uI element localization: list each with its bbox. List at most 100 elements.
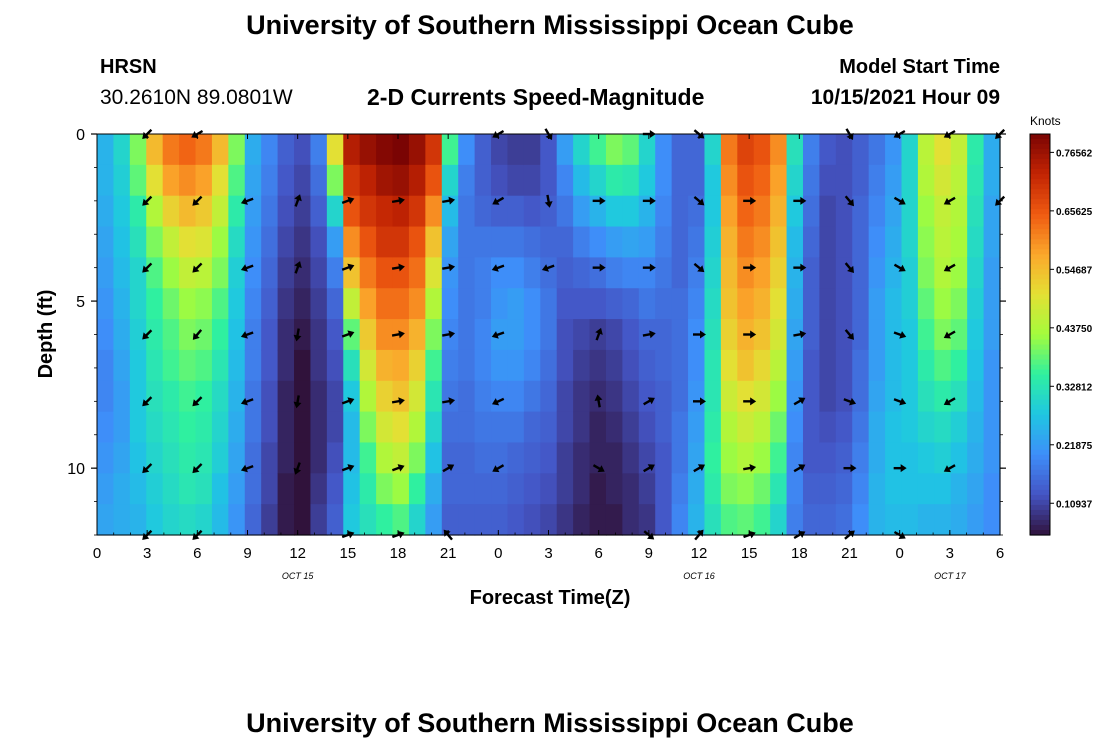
heatmap-cell	[688, 164, 706, 197]
heatmap-cell	[310, 473, 328, 505]
heatmap-cell	[573, 195, 591, 228]
x-tick-label: 6	[594, 545, 602, 562]
heatmap-cell	[950, 349, 968, 382]
x-tick-label: 21	[841, 545, 858, 562]
current-arrow	[893, 263, 906, 272]
heatmap-cell	[408, 288, 426, 320]
colorbar-segment	[1030, 504, 1050, 511]
heatmap-cell	[310, 442, 328, 474]
colorbar-segment	[1030, 159, 1050, 165]
heatmap-cell	[97, 288, 115, 320]
heatmap-cell	[655, 380, 673, 413]
heatmap-cell	[376, 134, 394, 166]
colorbar-segment	[1030, 429, 1050, 436]
heatmap-cell	[195, 504, 213, 536]
heatmap-cell	[802, 257, 820, 289]
heatmap-cell	[622, 380, 640, 413]
colorbar-segment	[1030, 484, 1050, 491]
heatmap-cell	[162, 257, 180, 289]
colorbar-segment	[1030, 399, 1050, 406]
heatmap-cell	[458, 411, 476, 444]
heatmap-cell	[376, 473, 394, 505]
heatmap-cell	[326, 380, 344, 413]
current-arrow	[240, 331, 254, 339]
heatmap-cell	[556, 164, 574, 197]
heatmap-cell	[195, 411, 213, 444]
heatmap-cell	[589, 288, 607, 320]
heatmap-cell	[917, 134, 935, 166]
heatmap-cell	[655, 442, 673, 474]
colorbar-segment	[1030, 344, 1050, 351]
heatmap-cell	[688, 257, 706, 289]
heatmap-cell	[458, 442, 476, 474]
current-arrow	[743, 397, 757, 406]
current-arrow	[293, 328, 302, 342]
heatmap-cell	[901, 349, 919, 382]
x-tick-label: 18	[791, 545, 808, 562]
heatmap-cell	[704, 473, 722, 505]
heatmap-cell	[573, 411, 591, 444]
heatmap-cell	[934, 164, 952, 197]
current-arrow	[391, 263, 405, 272]
heatmap-cell	[146, 226, 164, 258]
heatmap-cell	[868, 134, 886, 166]
heatmap-cell	[97, 134, 115, 166]
heatmap-cell	[605, 257, 623, 289]
current-arrow	[442, 196, 456, 205]
current-arrow	[642, 330, 656, 339]
heatmap-cell	[917, 257, 935, 289]
heatmap-cell	[146, 442, 164, 474]
heatmap-cell	[162, 288, 180, 320]
heatmap-cell	[901, 504, 919, 536]
heatmap-cell	[97, 411, 115, 444]
colorbar-segment	[1030, 494, 1050, 501]
heatmap-cell	[261, 195, 279, 228]
heatmap-cell	[261, 411, 279, 444]
colorbar-segment	[1030, 279, 1050, 285]
x-tick-label: 6	[996, 545, 1004, 562]
heatmap-cell	[441, 226, 459, 258]
colorbar-segment	[1030, 419, 1050, 426]
heatmap-cell	[244, 195, 262, 228]
current-arrow	[693, 196, 705, 206]
heatmap-cell	[326, 134, 344, 166]
heatmap-cell	[146, 411, 164, 444]
heatmap-cell	[376, 164, 394, 197]
x-tick-label: 18	[390, 545, 407, 562]
colorbar-segment	[1030, 409, 1050, 416]
colorbar-segment	[1030, 519, 1050, 526]
heatmap-cell	[277, 442, 295, 474]
heatmap-cell	[950, 134, 968, 166]
current-arrow	[391, 464, 405, 472]
colorbar-segment	[1030, 414, 1050, 421]
current-arrow	[943, 464, 956, 473]
current-arrow	[192, 195, 203, 206]
heatmap-cell	[129, 134, 147, 166]
heatmap-cell	[556, 134, 574, 166]
current-arrow	[142, 262, 153, 273]
heatmap-cell	[753, 349, 771, 382]
heatmap-cell	[310, 411, 328, 444]
heatmap-cell	[97, 319, 115, 351]
heatmap-cell	[211, 164, 229, 197]
heatmap-cell	[573, 349, 591, 382]
heatmap-cell	[671, 349, 689, 382]
heatmap-cell	[228, 319, 246, 351]
heatmap-cell	[885, 288, 903, 320]
heatmap-cell	[540, 473, 558, 505]
heatmap-cell	[967, 380, 985, 413]
heatmap-cell	[556, 411, 574, 444]
heatmap-cell	[802, 504, 820, 536]
heatmap-cell	[540, 319, 558, 351]
heatmap-cell	[195, 349, 213, 382]
heatmap-cell	[655, 473, 673, 505]
heatmap-cell	[294, 349, 312, 382]
heatmap-cell	[967, 473, 985, 505]
heatmap-cell	[573, 380, 591, 413]
heatmap-cell	[294, 288, 312, 320]
current-arrow	[743, 464, 757, 472]
heatmap-cell	[917, 195, 935, 228]
colorbar-segment	[1030, 239, 1050, 245]
heatmap-cell	[392, 257, 410, 289]
heatmap-cell	[474, 226, 492, 258]
